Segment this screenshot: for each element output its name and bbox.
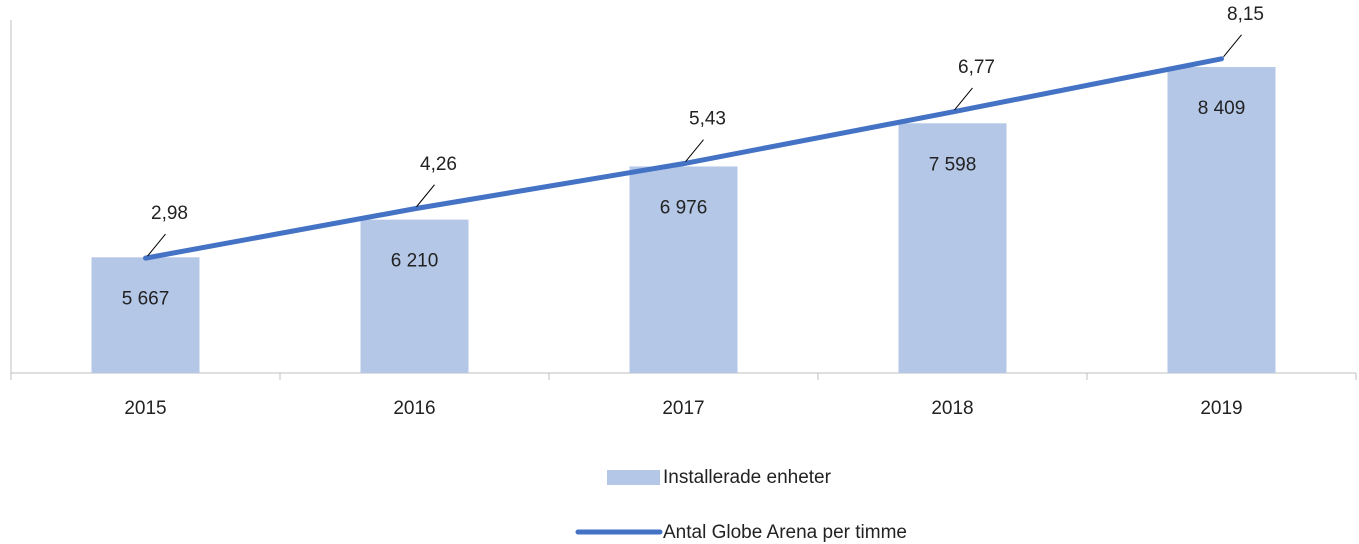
bar-value-label: 6 976: [660, 197, 708, 218]
line: [143, 56, 1224, 261]
bar: [898, 123, 1007, 373]
line-value-label: 2,98: [151, 203, 188, 224]
bar-value-label: 5 667: [122, 288, 170, 309]
line-value-label: 6,77: [958, 57, 995, 78]
x-tick-label: 2019: [1200, 398, 1242, 419]
leader-line: [1223, 34, 1242, 58]
bar: [360, 219, 469, 373]
leader-line: [685, 139, 704, 162]
bar-value-label: 8 409: [1198, 98, 1246, 119]
bar: [629, 166, 738, 373]
leader-line: [416, 184, 435, 208]
x-tick-label: 2018: [931, 398, 973, 419]
legend-label: Installerade enheter: [663, 467, 832, 488]
line-value-label: 4,26: [420, 154, 457, 175]
legend-swatch: [607, 470, 660, 485]
leader-line: [954, 87, 973, 111]
line-value-label: 5,43: [689, 109, 726, 130]
bar-value-label: 7 598: [929, 154, 977, 175]
bar: [1167, 67, 1276, 373]
leader-line: [147, 233, 166, 257]
bar: [91, 257, 200, 373]
x-tick-label: 2016: [393, 398, 435, 419]
line-value-label: 8,15: [1227, 4, 1264, 25]
x-tick-label: 2017: [662, 398, 704, 419]
bar-value-label: 6 210: [391, 251, 439, 272]
legend-label: Antal Globe Arena per timme: [663, 522, 907, 543]
x-tick-label: 2015: [124, 398, 166, 419]
